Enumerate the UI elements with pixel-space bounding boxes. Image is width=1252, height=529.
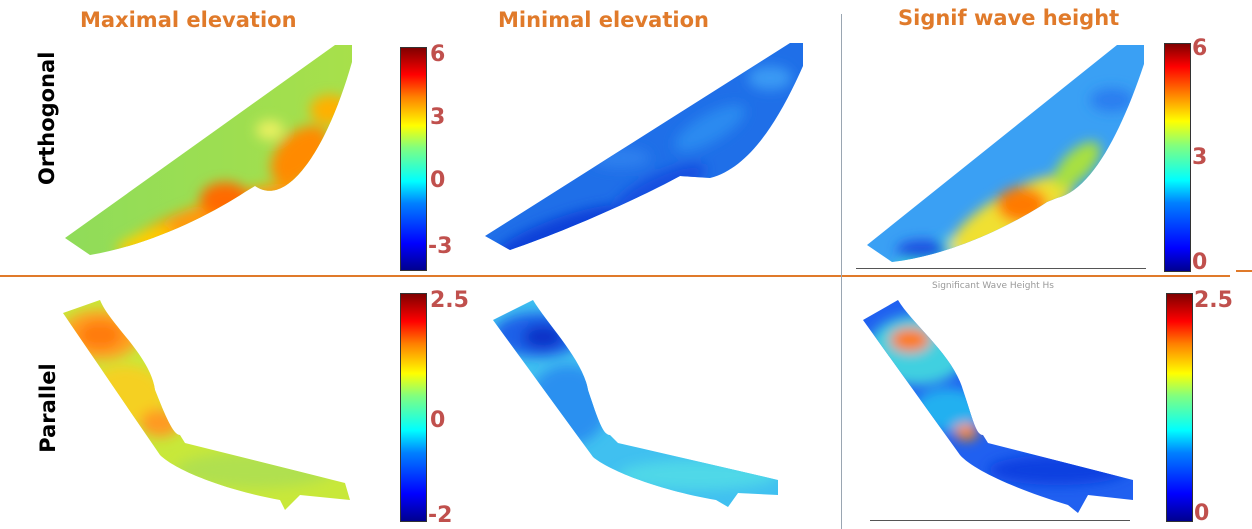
tick-label: 3 <box>430 105 446 130</box>
tick-label: 2.5 <box>430 288 469 313</box>
column-divider <box>841 14 842 529</box>
map-orthogonal-min-elevation <box>485 43 803 250</box>
row-label-orthogonal: Orthogonal <box>35 51 59 185</box>
title-maximal-elevation: Maximal elevation <box>80 8 297 32</box>
map-parallel-signif-wave <box>863 300 1133 513</box>
colorbar-orthogonal-elevation <box>400 47 427 271</box>
tick-label: 3 <box>1192 145 1208 170</box>
tick-label: 2.5 <box>1194 288 1233 313</box>
title-signif-wave-height: Signif wave height <box>898 6 1120 30</box>
map-orthogonal-signif-wave <box>867 45 1144 262</box>
tick-label: 0 <box>430 408 446 433</box>
row-divider-tail <box>1236 270 1252 272</box>
tick-label: 0 <box>430 168 446 193</box>
map-parallel-min-elevation <box>493 300 778 507</box>
tick-label: 6 <box>1192 36 1208 61</box>
axis-label: Significant Wave Height Hs <box>932 281 1054 291</box>
tick-label: -3 <box>428 234 453 259</box>
tick-label: -2 <box>428 503 453 528</box>
colorbar-orthogonal-signif <box>1164 43 1191 272</box>
tick-label: 6 <box>430 42 446 67</box>
tick-label: 0 <box>1192 250 1208 275</box>
colorbar-parallel-elevation <box>400 293 427 522</box>
colorbar-parallel-signif <box>1166 293 1193 522</box>
tick-label: 0 <box>1194 501 1210 526</box>
map-parallel-max-elevation <box>63 300 350 510</box>
map-orthogonal-max-elevation <box>65 45 352 255</box>
axis-line <box>856 268 1146 269</box>
title-minimal-elevation: Minimal elevation <box>498 8 709 32</box>
axis-line <box>870 520 1130 521</box>
row-divider <box>0 275 1230 277</box>
